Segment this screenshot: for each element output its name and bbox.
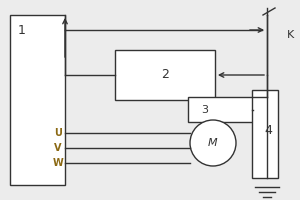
Text: 3: 3 (202, 105, 208, 115)
Text: V: V (54, 143, 62, 153)
Text: W: W (52, 158, 63, 168)
Bar (115, 50, 215, 100)
Text: 2: 2 (161, 68, 169, 82)
Text: U: U (54, 128, 62, 138)
Ellipse shape (190, 120, 236, 166)
Text: M: M (208, 138, 218, 148)
Text: 4: 4 (264, 123, 272, 136)
Text: K: K (286, 30, 294, 40)
Text: 1: 1 (18, 23, 26, 36)
Bar (188, 97, 253, 122)
Bar (252, 90, 278, 178)
Bar (10, 15, 65, 185)
